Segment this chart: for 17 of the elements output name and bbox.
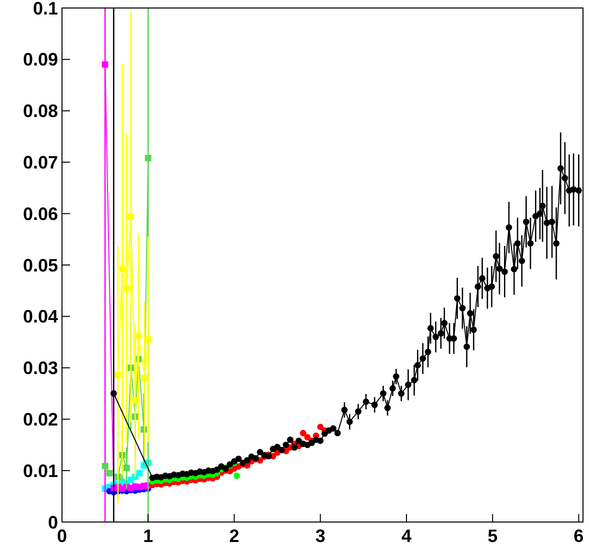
y-tick-label: 0 <box>48 512 58 532</box>
y-tick-label: 0.1 <box>32 0 58 18</box>
y-tick-label: 0.06 <box>22 204 58 224</box>
x-tick-label: 4 <box>401 526 412 546</box>
y-tick-label: 0.09 <box>22 50 58 70</box>
y-tick-label: 0.04 <box>22 306 58 327</box>
y-tick-label: 0.01 <box>22 460 58 481</box>
x-tick-label: 5 <box>488 526 498 546</box>
y-tick-label: 0.03 <box>22 358 58 378</box>
y-tick-label: 0.08 <box>22 101 58 122</box>
y-tick-label: 0.02 <box>22 410 58 430</box>
x-tick-label: 2 <box>229 526 240 546</box>
x-tick-label: 3 <box>315 526 326 546</box>
y-tick-label: 0.05 <box>22 255 58 276</box>
x-tick-label: 1 <box>143 526 154 546</box>
y-tick-label: 0.07 <box>22 152 58 172</box>
x-tick-label: 6 <box>574 526 584 546</box>
